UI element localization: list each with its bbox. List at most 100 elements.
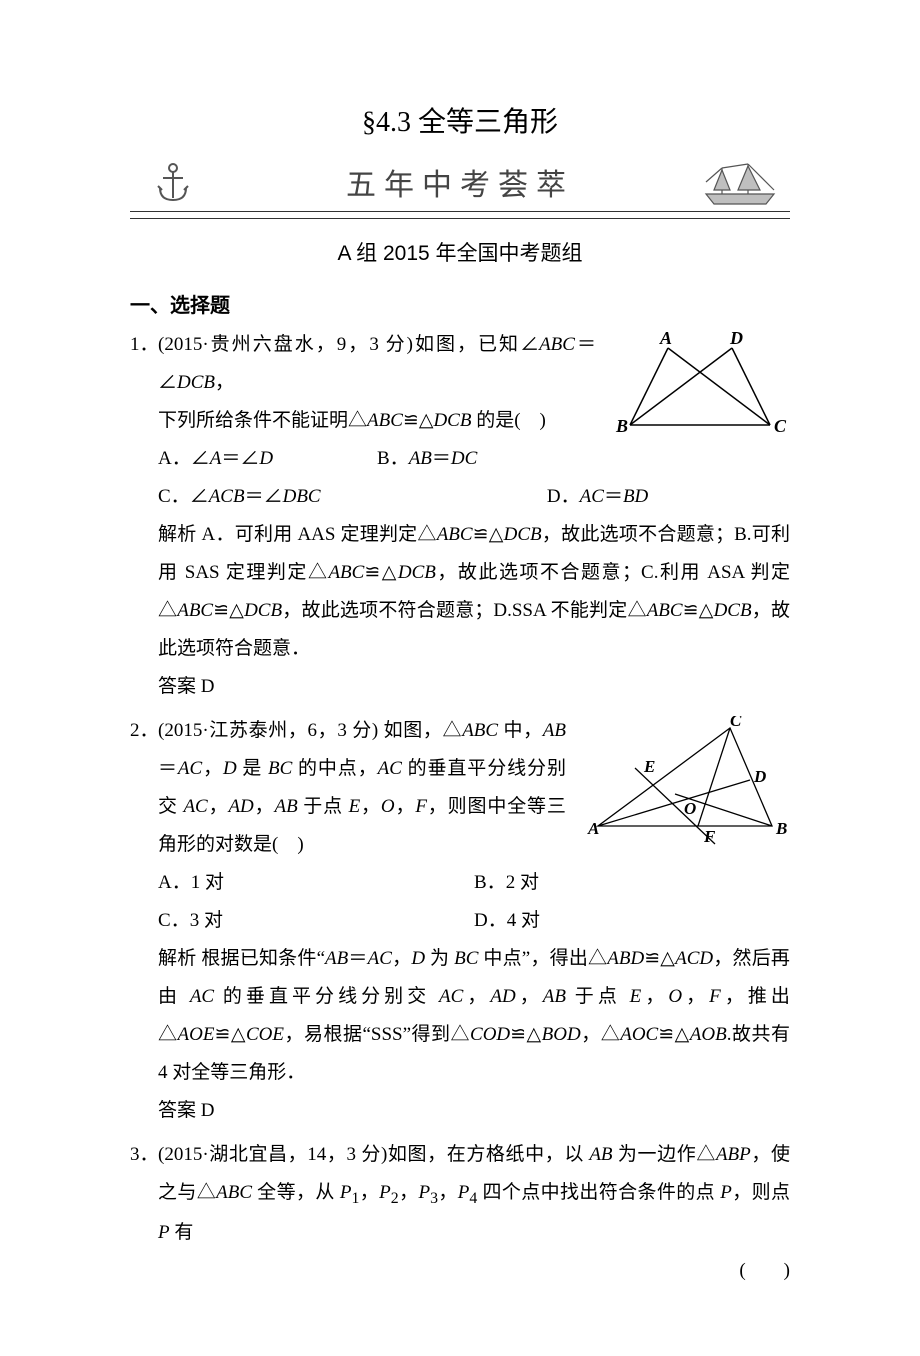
t: ， <box>359 1182 379 1203</box>
label-O: O <box>684 799 696 818</box>
t: BOD <box>542 1024 581 1045</box>
q1-number: 1． <box>130 326 159 364</box>
t: E <box>630 986 642 1007</box>
q2-opt-A: A．1 对 <box>158 864 474 902</box>
t: B． <box>474 872 506 893</box>
t: 如图，已知∠ <box>413 334 539 355</box>
t: A．可利用 AAS 定理判定△ <box>197 524 437 545</box>
t: F <box>709 986 721 1007</box>
t: BC <box>454 948 478 969</box>
banner-text: 五年中考荟萃 <box>130 160 790 204</box>
t: ＝ <box>348 948 367 969</box>
t: AB <box>543 720 566 741</box>
t: ABC <box>462 720 498 741</box>
t: ABC <box>328 562 364 583</box>
t: DCB <box>433 410 471 431</box>
analysis-label: 解析 <box>158 948 196 969</box>
t: ， <box>463 986 490 1007</box>
t: ， <box>399 1182 419 1203</box>
label-B: B <box>775 819 787 838</box>
page-root: §4.3 全等三角形 五年中考荟萃 <box>0 0 920 1356</box>
t: 1 对 <box>191 872 224 893</box>
q1-opt-B: B．AB＝DC <box>377 440 596 478</box>
t: 四个点中找出符合条件的点 <box>477 1182 720 1203</box>
t: P <box>158 1222 170 1243</box>
label-C: C <box>774 416 787 436</box>
q2-answer: 答案 D <box>130 1092 790 1130</box>
label-B: B <box>615 416 628 436</box>
q2-options: A．1 对 B．2 对 C．3 对 D．4 对 <box>130 864 790 940</box>
t: 的中点， <box>292 758 377 779</box>
t: ＝ <box>158 758 178 779</box>
t: ， <box>516 986 543 1007</box>
t: ， <box>215 372 234 393</box>
t: 3 对 <box>190 910 223 931</box>
q2-analysis: 解析 根据已知条件“AB＝AC，D 为 BC 中点”，得出△ABD≌△ACD，然… <box>130 940 790 1092</box>
t: 的是( ) <box>471 410 545 431</box>
t: ＝ <box>604 486 623 507</box>
banner: 五年中考荟萃 <box>130 158 790 219</box>
t: P <box>418 1182 430 1203</box>
q2-number: 2． <box>130 712 159 750</box>
t: 有 <box>170 1222 194 1243</box>
label-E: E <box>643 757 655 776</box>
t: AOB <box>690 1024 727 1045</box>
t: AOE <box>178 1024 215 1045</box>
t: AC <box>368 948 392 969</box>
label-F: F <box>703 827 716 846</box>
q3-paren: ( ) <box>739 1252 790 1290</box>
t: O <box>668 986 682 1007</box>
t: AB <box>409 448 432 469</box>
t: ABC <box>216 1182 252 1203</box>
t: AC <box>190 986 214 1007</box>
t: P <box>720 1182 732 1203</box>
t: D <box>411 948 425 969</box>
t: D． <box>547 486 580 507</box>
t: AC <box>183 796 207 817</box>
t: P <box>458 1182 470 1203</box>
t: A． <box>158 872 191 893</box>
t: ABC <box>177 600 213 621</box>
t: ABP <box>716 1144 751 1165</box>
t: ， <box>438 1182 458 1203</box>
q3-source: (2015·湖北宜昌，14，3 分) <box>158 1144 387 1165</box>
t: DCB <box>504 524 542 545</box>
label-A: A <box>659 330 672 348</box>
t: ，易根据“SSS”得到△ <box>284 1024 470 1045</box>
t: DBC <box>283 486 321 507</box>
t: C． <box>158 486 190 507</box>
t: AB <box>325 948 348 969</box>
q2-figure: A B C D E F O <box>580 716 790 860</box>
t: 2 <box>391 1190 399 1207</box>
analysis-label: 解析 <box>158 524 197 545</box>
t: P <box>340 1182 352 1203</box>
t: ∠ <box>190 486 209 507</box>
t: ≌△ <box>510 1024 542 1045</box>
t: DCB <box>244 600 282 621</box>
t: ， <box>395 796 416 817</box>
t: DCB <box>714 600 752 621</box>
t: ＝∠ <box>245 486 283 507</box>
t: ABC <box>437 524 473 545</box>
t: A． <box>158 448 191 469</box>
t: AC <box>439 986 463 1007</box>
t: AD <box>490 986 515 1007</box>
q2-opt-D: D．4 对 <box>474 902 790 940</box>
t: 全等，从 <box>252 1182 340 1203</box>
ship-icon <box>700 162 780 211</box>
question-2: A B C D E F O 2． (2015·江苏泰州，6，3 分) 如图，△A… <box>130 712 790 1130</box>
t: 根据已知条件“ <box>196 948 325 969</box>
answer-label: 答案 <box>158 1100 196 1121</box>
t: 下列所给条件不能证明△ <box>158 410 367 431</box>
question-1: A D B C 1． (2015·贵州六盘水，9，3 分)如图，已知∠ABC＝∠… <box>130 326 790 706</box>
label-D: D <box>753 767 766 786</box>
t: AC <box>580 486 604 507</box>
group-title: A 组 2015 年全国中考题组 <box>130 237 790 267</box>
q1-opt-C: C．∠ACB＝∠DBC <box>158 478 547 516</box>
label-A: A <box>587 819 599 838</box>
t: COE <box>246 1024 284 1045</box>
t: ≌△ <box>364 562 398 583</box>
t: ∠ <box>191 448 210 469</box>
t: ＝ <box>432 448 451 469</box>
q2-opt-B: B．2 对 <box>474 864 790 902</box>
